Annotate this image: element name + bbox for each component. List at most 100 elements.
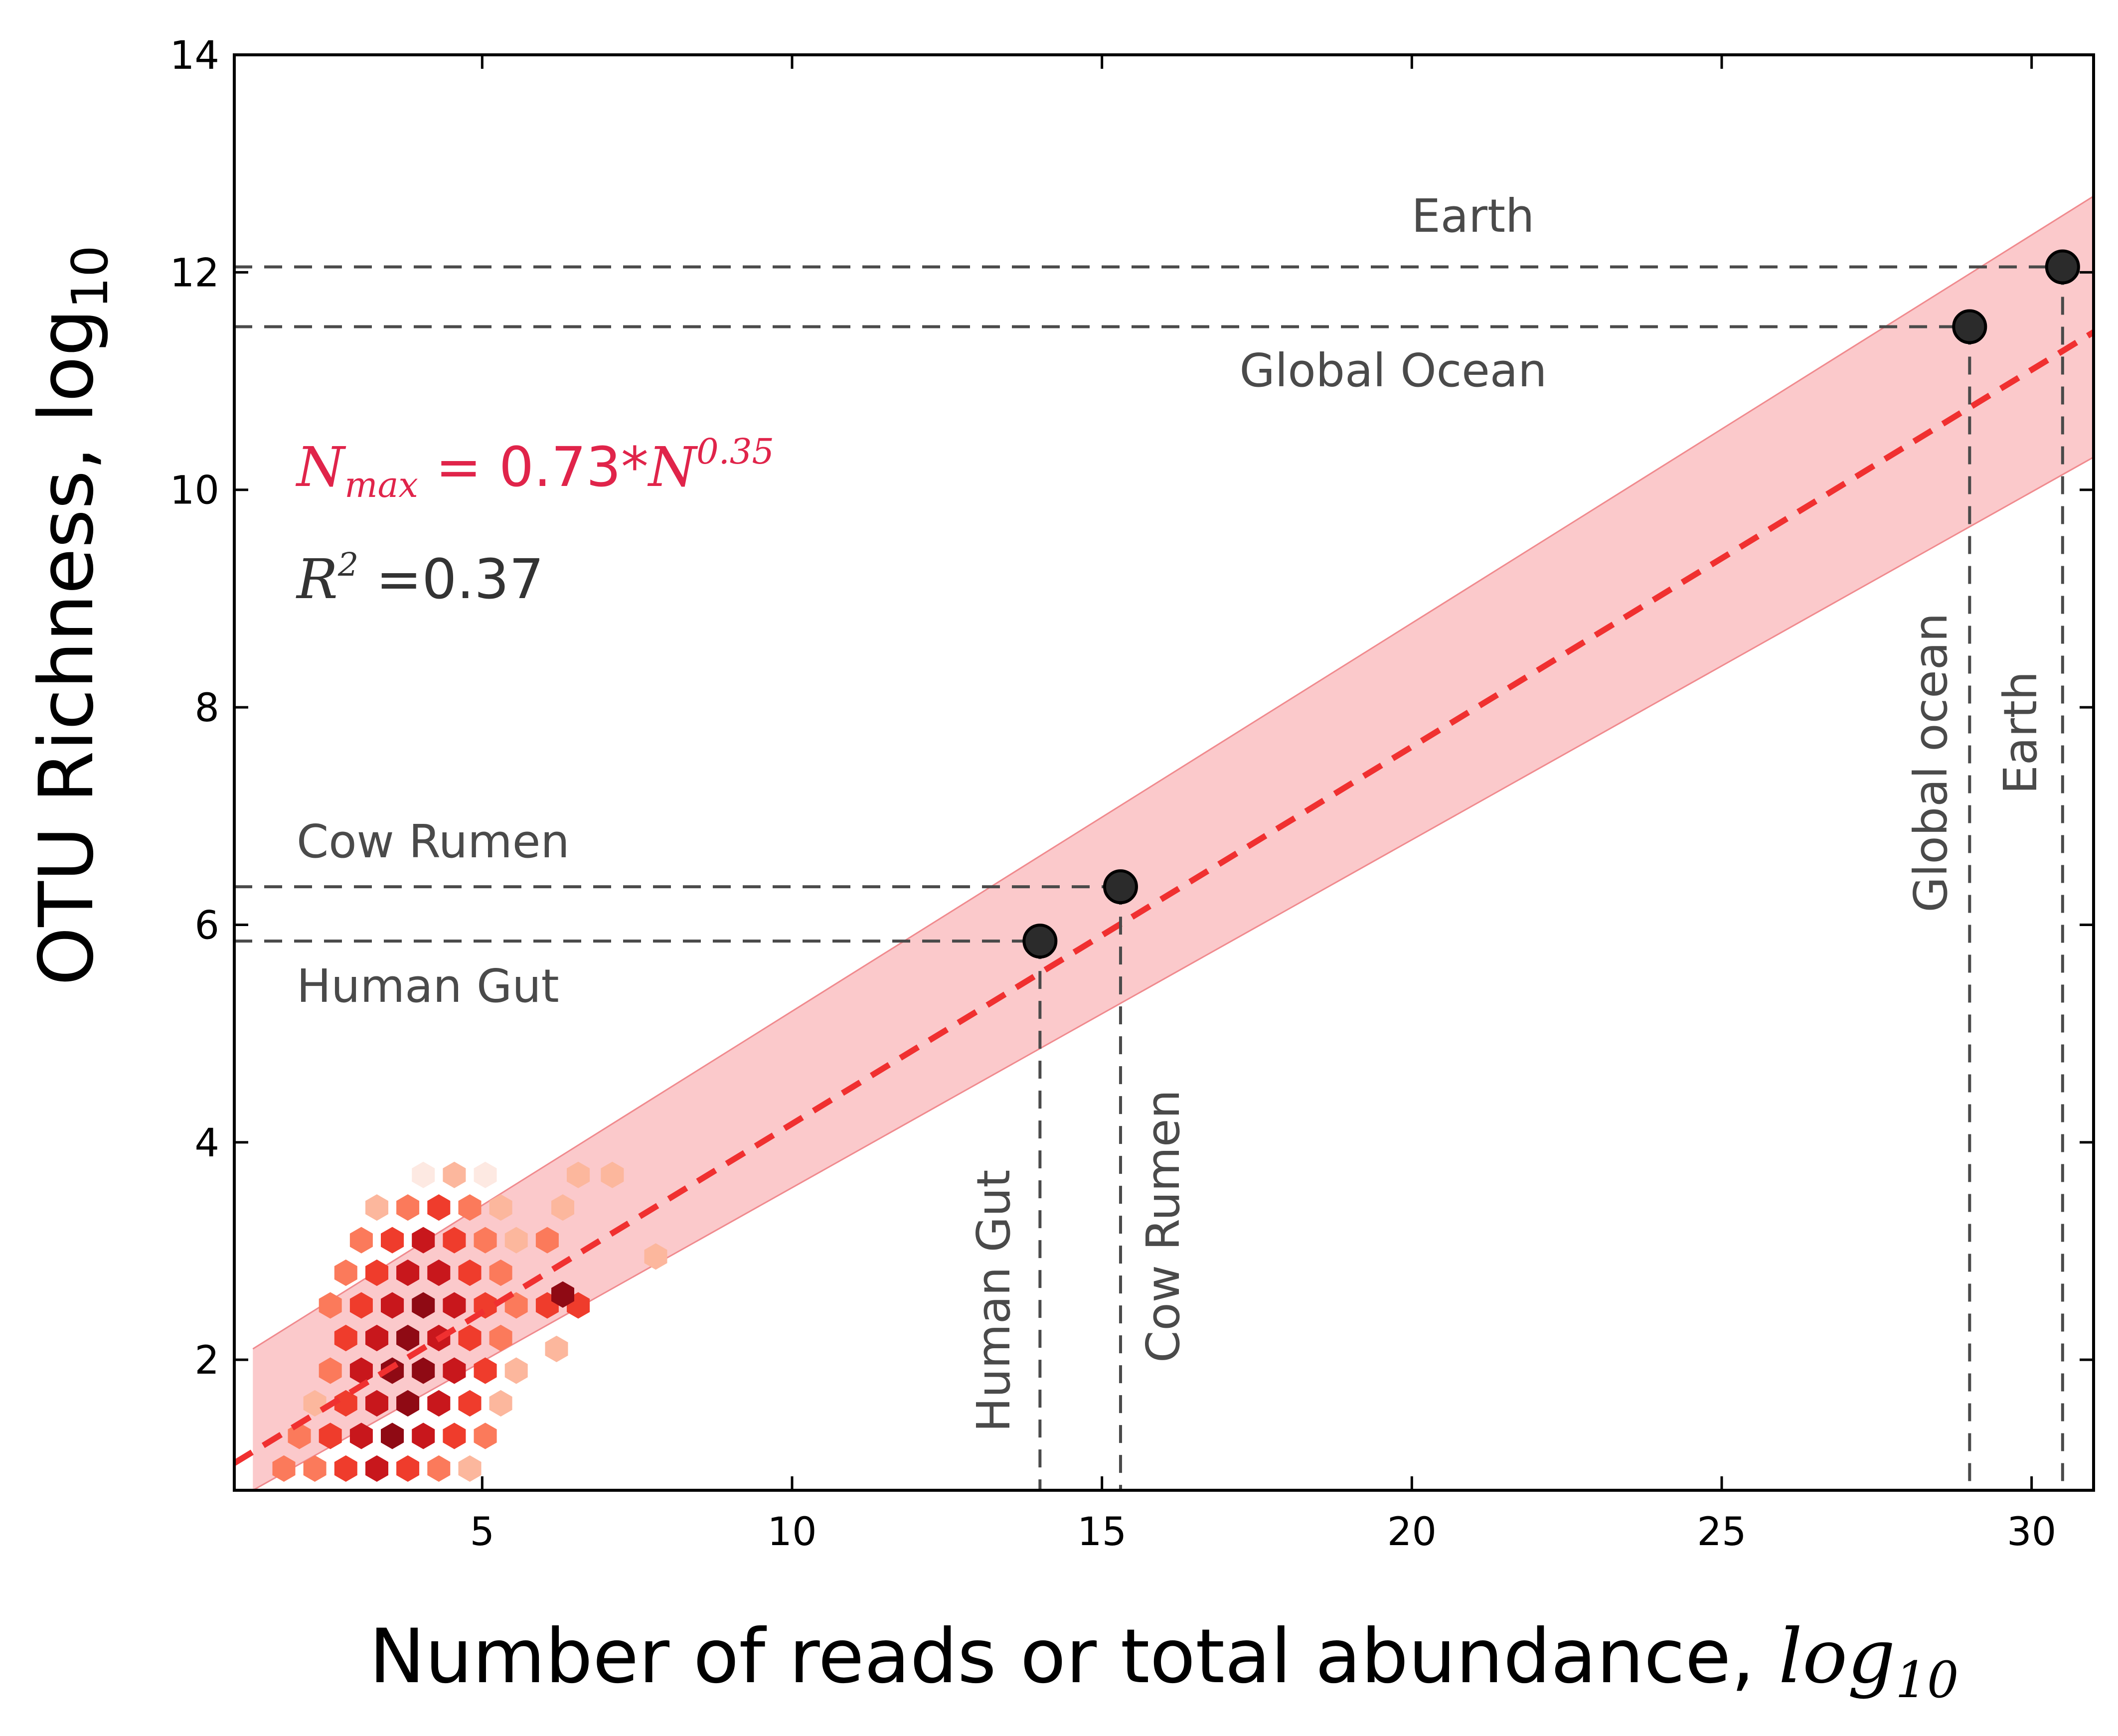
r-squared: R2 =0.37 — [296, 546, 544, 611]
hexbin-cell — [551, 1194, 574, 1221]
y-tick-label: 2 — [194, 1338, 219, 1383]
label-cow-rumen-v: Cow Rumen — [1137, 1090, 1190, 1363]
x-tick-label: 30 — [2007, 1510, 2056, 1555]
hexbin-cell — [396, 1194, 420, 1221]
hexbin-cell — [443, 1161, 466, 1188]
hexbin-density — [272, 1161, 667, 1482]
hexbin-cell — [443, 1292, 466, 1319]
hexbin-cell — [303, 1455, 326, 1482]
hexbin-cell — [644, 1243, 667, 1270]
x-tick-label: 10 — [767, 1510, 816, 1555]
hexbin-cell — [396, 1390, 420, 1417]
hexbin-cell — [458, 1194, 482, 1221]
x-tick-label: 5 — [470, 1510, 495, 1555]
hexbin-cell — [381, 1357, 404, 1384]
x-tick-label: 20 — [1387, 1510, 1437, 1555]
hexbin-cell — [458, 1455, 482, 1482]
hexbin-cell — [334, 1390, 357, 1417]
hexbin-cell — [458, 1260, 482, 1286]
label-earth-v: Earth — [1994, 671, 2047, 794]
hexbin-cell — [412, 1292, 435, 1319]
hexbin-cell — [396, 1260, 420, 1286]
hexbin-cell — [443, 1357, 466, 1384]
hexbin-cell — [489, 1324, 512, 1352]
hexbin-cell — [443, 1422, 466, 1449]
hexbin-cell — [412, 1227, 435, 1254]
x-tick-label: 25 — [1697, 1510, 1746, 1555]
y-tick-label: 8 — [194, 686, 219, 731]
confidence-band — [253, 196, 2094, 1490]
hexbin-cell — [489, 1260, 512, 1286]
reference-points — [1022, 249, 2080, 959]
hexbin-cell — [319, 1422, 342, 1449]
band-lower-edge — [252, 456, 2094, 1490]
data-point — [2045, 249, 2080, 285]
label-global-ocean-h: Global Ocean — [1239, 344, 1547, 397]
hexbin-cell — [365, 1260, 388, 1286]
hexbin-cell — [504, 1227, 528, 1254]
label-human-gut-h: Human Gut — [297, 959, 559, 1013]
fit-line — [234, 329, 2094, 1466]
hexbin-cell — [412, 1357, 435, 1384]
hexbin-cell — [349, 1227, 373, 1254]
reference-guides — [234, 265, 2064, 1490]
hexbin-cell — [396, 1324, 420, 1352]
hexbin-cell — [365, 1324, 388, 1352]
y-tick-label: 12 — [170, 251, 219, 296]
data-point — [1952, 309, 1987, 344]
hexbin-cell — [334, 1455, 357, 1482]
y-tick-label: 4 — [194, 1121, 219, 1166]
hexbin-cell — [319, 1357, 342, 1384]
hexbin-cell — [412, 1161, 435, 1188]
hexbin-cell — [474, 1227, 497, 1254]
hexbin-cell — [412, 1422, 435, 1449]
band-upper-edge — [252, 195, 2094, 1350]
hexbin-cell — [381, 1292, 404, 1319]
hexbin-cell — [272, 1455, 296, 1482]
hexbin-cell — [427, 1194, 451, 1221]
hexbin-cell — [319, 1292, 342, 1319]
x-tick-label: 15 — [1077, 1510, 1127, 1555]
hexbin-cell — [458, 1324, 482, 1352]
hexbin-cell — [334, 1324, 357, 1352]
hexbin-cell — [535, 1227, 559, 1254]
y-axis-title: OTU Richness, log10 — [23, 245, 119, 986]
hexbin-cell — [545, 1335, 568, 1362]
hexbin-cell — [381, 1227, 404, 1254]
label-cow-rumen-h: Cow Rumen — [297, 815, 570, 868]
label-earth-h: Earth — [1412, 189, 1535, 243]
hexbin-cell — [365, 1194, 388, 1221]
y-tick-label: 14 — [170, 33, 219, 78]
hexbin-cell — [601, 1161, 624, 1188]
hexbin-cell — [567, 1161, 590, 1188]
hexbin-cell — [551, 1281, 574, 1308]
y-tick-label: 10 — [170, 469, 219, 513]
hexbin-cell — [381, 1422, 404, 1449]
hexbin-cell — [474, 1161, 497, 1188]
fit-equation: Nmax = 0.73*N0.35 — [295, 431, 774, 505]
label-global-ocean-v: Global ocean — [1904, 613, 1957, 913]
plot-frame — [233, 53, 2095, 1492]
hexbin-cell — [427, 1260, 451, 1286]
hexbin-cell — [349, 1422, 373, 1449]
hexbin-cell — [396, 1455, 420, 1482]
x-axis-title: Number of reads or total abundance, log1… — [369, 1613, 1958, 1709]
hexbin-cell — [474, 1422, 497, 1449]
data-point — [1103, 869, 1138, 905]
hexbin-cell — [489, 1194, 512, 1221]
hexbin-cell — [334, 1260, 357, 1286]
y-tick-label: 6 — [194, 903, 219, 948]
hexbin-cell — [365, 1455, 388, 1482]
axis-ticks: 5 10 15 20 25 30 2 4 6 8 10 12 14 — [170, 33, 2094, 1555]
hexbin-cell — [504, 1357, 528, 1384]
hexbin-cell — [427, 1390, 451, 1417]
hexbin-cell — [349, 1292, 373, 1319]
hexbin-cell — [474, 1357, 497, 1384]
hexbin-cell — [365, 1390, 388, 1417]
data-point — [1022, 924, 1058, 959]
hexbin-cell — [303, 1390, 326, 1417]
hexbin-cell — [458, 1390, 482, 1417]
label-human-gut-v: Human Gut — [967, 1170, 1020, 1432]
hexbin-cell — [489, 1390, 512, 1417]
